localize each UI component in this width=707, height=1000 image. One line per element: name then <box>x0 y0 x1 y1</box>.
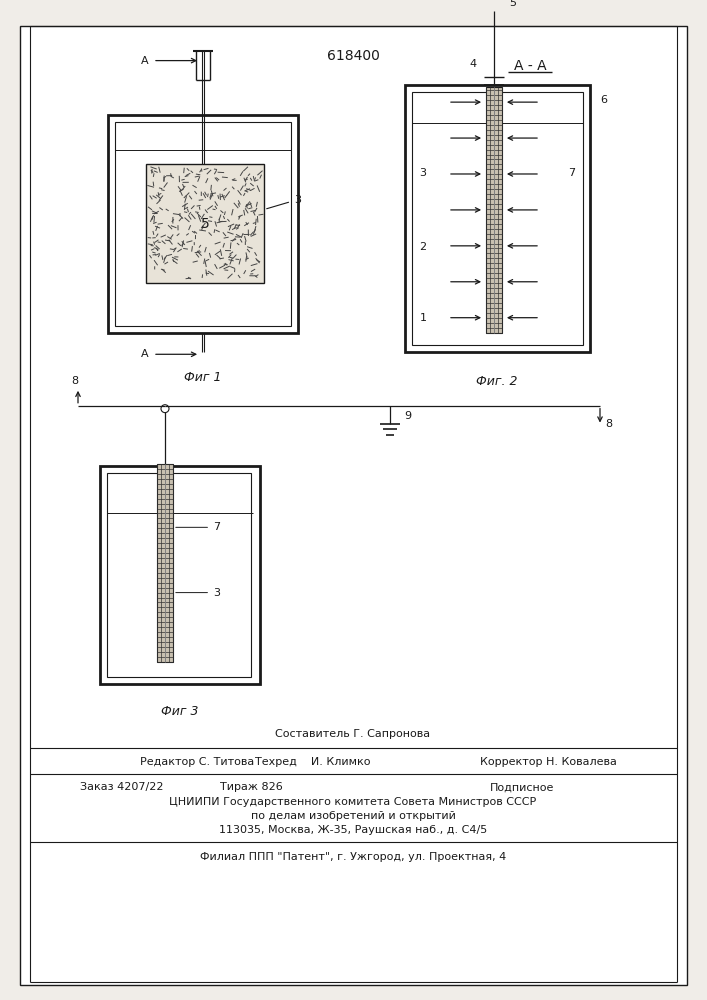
Text: 7: 7 <box>176 522 220 532</box>
Text: 5: 5 <box>509 0 516 8</box>
Text: ЦНИИПИ Государственного комитета Совета Министров СССР: ЦНИИПИ Государственного комитета Совета … <box>170 797 537 807</box>
Bar <box>486 87 502 333</box>
Text: Редактор С. Титова: Редактор С. Титова <box>140 757 255 767</box>
Text: A - A: A - A <box>514 59 547 73</box>
Text: 4: 4 <box>469 59 476 69</box>
Text: Корректор Н. Ковалева: Корректор Н. Ковалева <box>480 757 617 767</box>
Bar <box>115 122 291 326</box>
Text: Фиг 1: Фиг 1 <box>185 371 222 384</box>
Text: Составитель Г. Сапронова: Составитель Г. Сапронова <box>276 729 431 739</box>
Text: A: A <box>141 349 148 359</box>
Text: Подписное: Подписное <box>490 782 554 792</box>
Bar <box>108 115 298 333</box>
Bar <box>100 466 260 684</box>
Text: 3: 3 <box>176 588 220 598</box>
Bar <box>412 92 583 345</box>
Text: Филиал ППП "Патент", г. Ужгород, ул. Проектная, 4: Филиал ППП "Патент", г. Ужгород, ул. Про… <box>200 852 506 862</box>
Text: Тираж 826: Тираж 826 <box>220 782 283 792</box>
Text: 5: 5 <box>201 217 209 231</box>
Bar <box>405 85 590 352</box>
Bar <box>107 473 251 677</box>
Text: 8: 8 <box>605 419 612 429</box>
Text: 9: 9 <box>404 411 411 421</box>
Bar <box>146 164 264 283</box>
Text: Техред    И. Климко: Техред И. Климко <box>255 757 370 767</box>
Text: 113035, Москва, Ж-35, Раушская наб., д. С4/5: 113035, Москва, Ж-35, Раушская наб., д. … <box>219 825 487 835</box>
Text: 1: 1 <box>419 313 426 323</box>
Text: 7: 7 <box>568 168 575 178</box>
Text: 2: 2 <box>419 242 426 252</box>
Text: 6: 6 <box>600 95 607 105</box>
Text: Заказ 4207/22: Заказ 4207/22 <box>80 782 163 792</box>
Text: 8: 8 <box>71 376 78 386</box>
Text: 618400: 618400 <box>327 49 380 63</box>
Text: 3: 3 <box>419 168 426 178</box>
Text: по делам изобретений и открытий: по делам изобретений и открытий <box>250 811 455 821</box>
Text: Фиг 3: Фиг 3 <box>161 705 199 718</box>
Bar <box>157 464 173 662</box>
Text: A: A <box>141 56 148 66</box>
Text: 3: 3 <box>267 195 301 209</box>
Text: Фиг. 2: Фиг. 2 <box>477 375 518 388</box>
